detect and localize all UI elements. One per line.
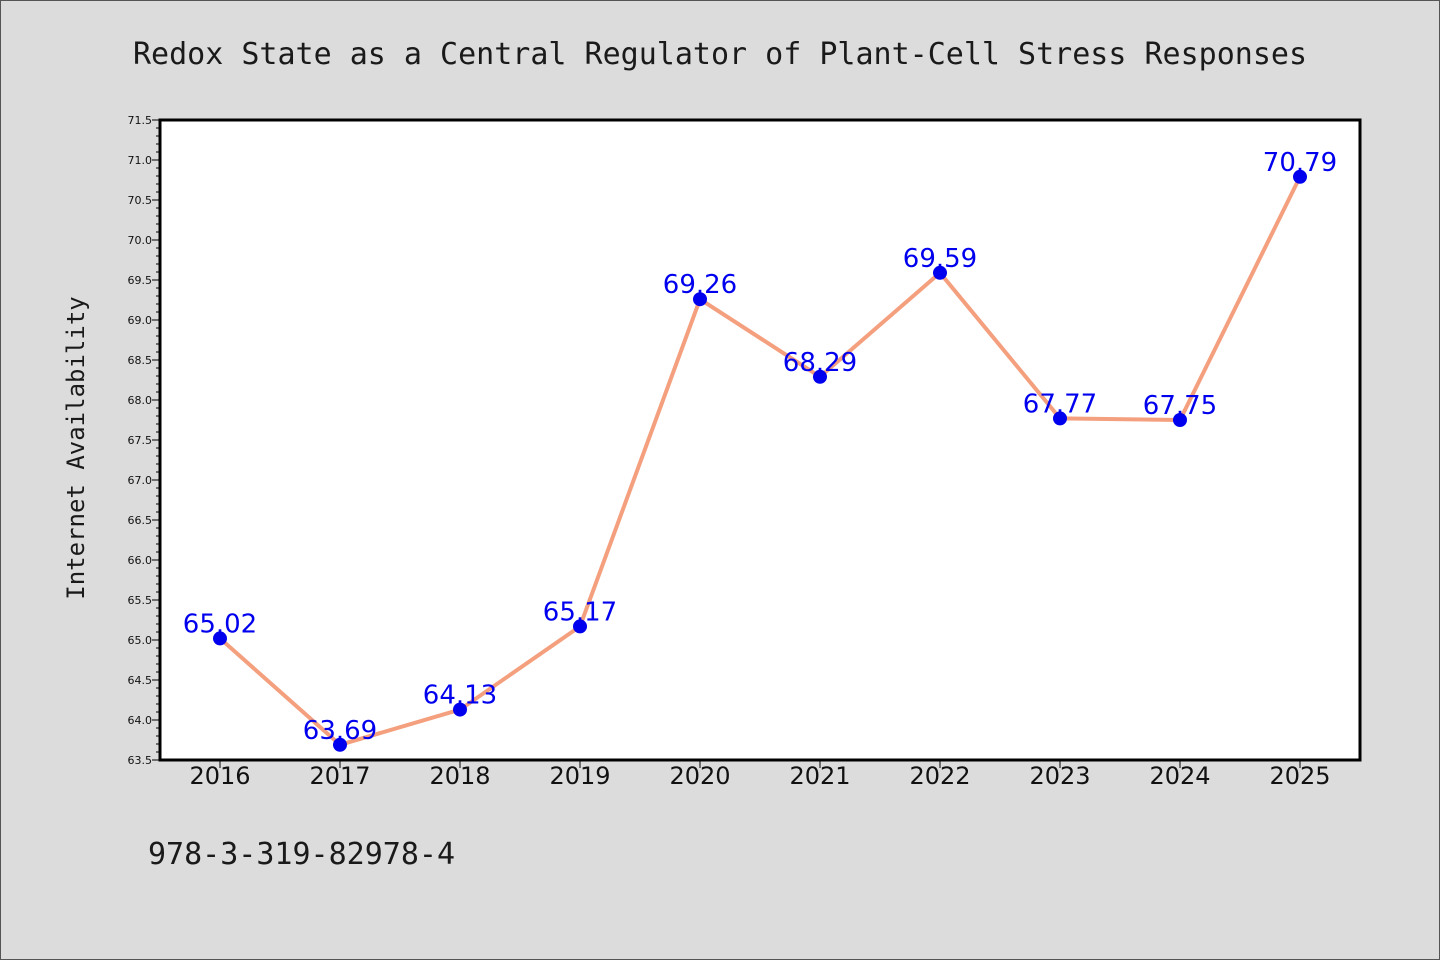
data-point <box>453 702 467 717</box>
data-point <box>213 631 227 646</box>
plot-area <box>160 120 1360 760</box>
data-label: 68.29 <box>783 348 857 378</box>
x-tick-label: 2021 <box>789 762 850 790</box>
x-tick-label: 2017 <box>309 762 370 790</box>
series-line <box>218 174 1302 747</box>
data-label: 63.69 <box>303 716 377 746</box>
y-tick-label: 70.5 <box>128 194 153 207</box>
x-tick-label: 2025 <box>1269 762 1330 790</box>
data-labels: 65.02 63.69 64.13 65.17 69.26 68.29 69.59 67.77… <box>183 148 1337 746</box>
data-label: 70.79 <box>1263 148 1337 178</box>
data-point <box>693 292 707 307</box>
y-tick-label: 67.0 <box>128 474 153 487</box>
plot-border <box>158 118 1362 762</box>
y-tick-label: 68.5 <box>128 354 153 367</box>
x-tick-label: 2016 <box>189 762 250 790</box>
x-axis: 2016 2017 2018 2019 2020 2021 2022 2023 2024 2025 <box>189 760 1331 790</box>
y-tick-label: 65.0 <box>128 634 153 647</box>
x-tick-label: 2020 <box>669 762 730 790</box>
isbn-text: 978-3-319-82978-4 <box>148 837 455 872</box>
y-tick-label: 69.0 <box>128 314 153 327</box>
data-point <box>1293 169 1307 184</box>
y-tick-label: 66.5 <box>128 514 153 527</box>
data-label: 64.13 <box>423 681 497 711</box>
data-label: 65.02 <box>183 609 257 639</box>
y-tick-label: 71.0 <box>128 154 153 167</box>
y-tick-label: 69.5 <box>128 274 153 287</box>
y-tick-label: 70.0 <box>128 234 153 247</box>
data-point <box>933 265 947 280</box>
x-tick-label: 2019 <box>549 762 610 790</box>
series-internet-availability <box>213 169 1307 752</box>
data-point <box>333 737 347 752</box>
data-label: 65.17 <box>543 597 617 627</box>
data-point <box>813 369 827 384</box>
data-label: 67.77 <box>1023 389 1097 419</box>
y-tick-label: 67.5 <box>128 434 153 447</box>
data-point <box>1053 411 1067 426</box>
y-tick-label: 68.0 <box>128 394 153 407</box>
y-tick-label: 66.0 <box>128 554 153 567</box>
y-tick-label: 71.5 <box>128 114 153 127</box>
y-tick-label: 65.5 <box>128 594 153 607</box>
y-tick-label: 64.5 <box>128 674 153 687</box>
x-tick-label: 2018 <box>429 762 490 790</box>
x-tick-label: 2023 <box>1029 762 1090 790</box>
y-axis: 63.5 64.0 64.5 65.0 65.5 66.0 66.5 67.0 67.5 68.0… <box>128 114 160 767</box>
y-tick-label: 63.5 <box>128 754 153 767</box>
data-label: 69.26 <box>663 270 737 300</box>
data-point <box>573 619 587 634</box>
y-axis-label: Internet Availability <box>62 296 90 599</box>
x-tick-label: 2024 <box>1149 762 1210 790</box>
data-point <box>1173 413 1187 427</box>
x-tick-label: 2022 <box>909 762 970 790</box>
data-label: 69.59 <box>903 244 977 274</box>
data-label: 67.75 <box>1143 391 1217 421</box>
y-tick-label: 64.0 <box>128 714 153 727</box>
chart-title: Redox State as a Central Regulator of Pl… <box>133 37 1307 72</box>
